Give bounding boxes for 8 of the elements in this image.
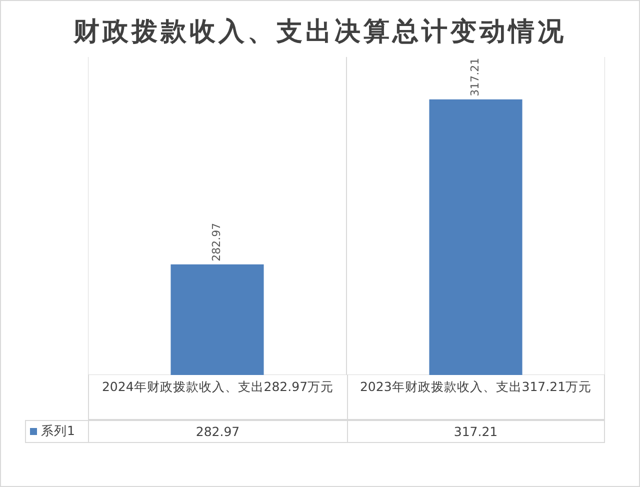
data-label: 282.97 — [88, 420, 346, 443]
chart-title: 财政拨款收入、支出决算总计变动情况 — [72, 16, 568, 49]
text: 282.97 — [210, 222, 224, 262]
data-label: 317.21 — [346, 420, 605, 443]
x-tick-label: 2023年财政拨款收入、支出317.21万元 — [346, 375, 605, 420]
text: 317.21 — [468, 58, 482, 96]
x-tick-label: 2024年财政拨款收入、支出282.97万元 — [88, 375, 346, 420]
legend-label: 系列1 — [41, 423, 75, 440]
